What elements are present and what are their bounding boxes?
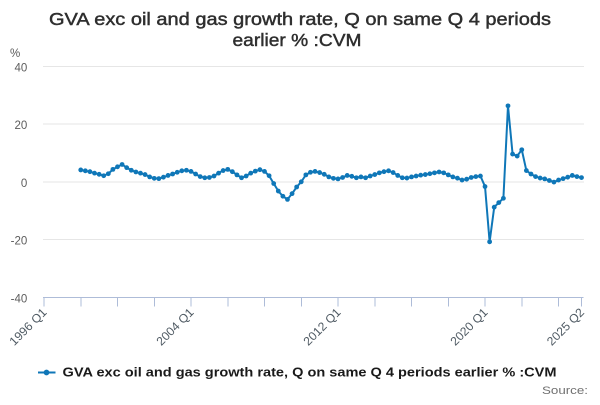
svg-text:%: % [10,48,20,60]
svg-text:20: 20 [15,120,28,132]
svg-text:40: 40 [15,62,28,74]
svg-text:-20: -20 [11,236,28,248]
svg-text:GVA exc oil and gas growth rat: GVA exc oil and gas growth rate, Q on sa… [63,366,557,380]
svg-text:0: 0 [21,178,27,190]
svg-text:-40: -40 [11,293,28,305]
svg-text:earlier % :CVM: earlier % :CVM [233,30,362,50]
svg-text:GVA exc oil and gas growth rat: GVA exc oil and gas growth rate, Q on sa… [49,9,551,29]
svg-text:Source:: Source: [542,385,588,397]
